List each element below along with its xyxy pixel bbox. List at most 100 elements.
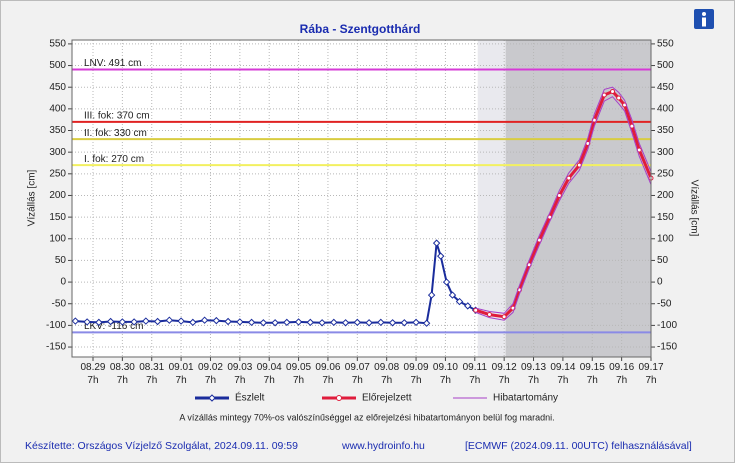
y2-tick-label: 200 <box>657 190 674 201</box>
point <box>341 319 350 327</box>
point <box>442 278 451 286</box>
threshold-label: LNV: 491 cm <box>84 58 141 69</box>
forecast-region <box>477 40 506 357</box>
credit: www.hydroinfo.hu <box>341 440 425 452</box>
point <box>388 319 397 327</box>
point <box>501 314 507 320</box>
y2-tick-label: 100 <box>657 233 674 244</box>
x-tick-label: 09.09 7h <box>403 362 429 386</box>
y2-tick-label: -100 <box>657 320 677 331</box>
y-axis-label: Vízállás [cm] <box>27 169 38 226</box>
x-tick-label: 09.10 7h <box>432 362 458 386</box>
point <box>212 316 221 325</box>
x-tick-label: 09.12 7h <box>491 362 517 386</box>
point <box>377 318 385 327</box>
point <box>283 318 291 327</box>
point <box>616 95 622 101</box>
y2-tick-label: 450 <box>657 82 674 93</box>
y2-tick-label: 250 <box>657 168 674 179</box>
y-tick-label: 200 <box>49 190 66 201</box>
x-tick-label: 09.08 7h <box>374 362 400 386</box>
y2-tick-label: 500 <box>657 60 674 71</box>
y-tick-label: 300 <box>49 147 66 158</box>
credit: Készítette: Országos Vízjelző Szolgálat,… <box>25 440 298 452</box>
note: A vízállás mintegy 70%-os valószínűségge… <box>179 412 554 422</box>
y2-tick-label: 150 <box>657 212 674 223</box>
point <box>189 318 197 327</box>
point <box>294 318 303 326</box>
y-tick-label: 100 <box>49 233 66 244</box>
point <box>455 297 464 306</box>
y-tick-label: 450 <box>49 82 66 93</box>
x-tick-label: 08.29 7h <box>80 362 106 386</box>
point <box>306 318 315 327</box>
y2-tick-label: 300 <box>657 147 674 158</box>
x-tick-label: 09.02 7h <box>197 362 223 386</box>
y2-tick-label: 0 <box>657 277 663 288</box>
y-tick-label: 50 <box>55 255 67 266</box>
point <box>448 291 457 299</box>
point <box>200 316 209 324</box>
y-tick-label: -150 <box>46 342 66 353</box>
point <box>165 316 174 324</box>
y2-tick-label: 550 <box>657 39 674 50</box>
y-tick-label: -100 <box>46 320 66 331</box>
threshold-label: III. fok: 370 cm <box>84 110 150 121</box>
x-tick-label: 09.03 7h <box>227 362 253 386</box>
point <box>610 89 616 95</box>
error-band-upper <box>475 86 652 314</box>
y2-axis-label: Vízállás [cm] <box>688 180 699 237</box>
legend-marker <box>208 394 216 402</box>
x-tick-label: 09.07 7h <box>344 362 370 386</box>
point <box>259 319 268 327</box>
point <box>365 319 373 327</box>
x-tick-label: 09.04 7h <box>256 362 282 386</box>
x-tick-label: 09.05 7h <box>286 362 312 386</box>
point <box>224 317 232 326</box>
x-tick-label: 08.31 7h <box>139 362 165 386</box>
x-tick-label: 08.30 7h <box>109 362 135 386</box>
error-band-lower <box>475 96 652 321</box>
threshold-label: I. fok: 270 cm <box>84 154 144 165</box>
x-tick-label: 09.01 7h <box>168 362 194 386</box>
threshold-label: II. fok: 330 cm <box>84 128 147 139</box>
info-icon[interactable] <box>694 9 714 29</box>
y-tick-label: 350 <box>49 125 66 136</box>
x-tick-label: 09.06 7h <box>315 362 341 386</box>
y2-tick-label: 350 <box>657 125 674 136</box>
point <box>71 317 80 325</box>
legend-marker <box>336 395 342 401</box>
point <box>437 252 445 260</box>
point <box>464 302 472 310</box>
y-tick-label: 150 <box>49 212 66 223</box>
x-tick-label: 09.13 7h <box>521 362 547 386</box>
point <box>400 319 409 327</box>
threshold-label: LKV: -116 cm <box>84 321 143 332</box>
point <box>422 319 431 327</box>
point <box>118 318 127 326</box>
y-tick-label: 250 <box>49 168 66 179</box>
credit: [ECMWF (2024.09.11. 00UTC) felhasználásá… <box>465 440 692 452</box>
y-tick-label: 0 <box>60 277 66 288</box>
point <box>486 312 492 318</box>
y-tick-label: 400 <box>49 103 66 114</box>
point <box>153 317 162 326</box>
y2-tick-label: -50 <box>657 298 672 309</box>
point <box>353 318 362 327</box>
y-tick-label: -50 <box>52 298 67 309</box>
legend-label: Észlelt <box>235 391 265 404</box>
x-tick-label: 09.16 7h <box>609 362 635 386</box>
point <box>432 239 441 247</box>
point <box>236 318 244 326</box>
point <box>566 175 572 181</box>
point <box>95 318 103 327</box>
point <box>83 318 91 326</box>
chart-title: Rába - Szentgotthárd <box>300 22 421 36</box>
legend-label: Hibatartomány <box>493 393 558 404</box>
point <box>330 318 338 327</box>
y2-tick-label: 400 <box>657 103 674 114</box>
plot-border <box>71 39 652 358</box>
point <box>318 319 326 327</box>
